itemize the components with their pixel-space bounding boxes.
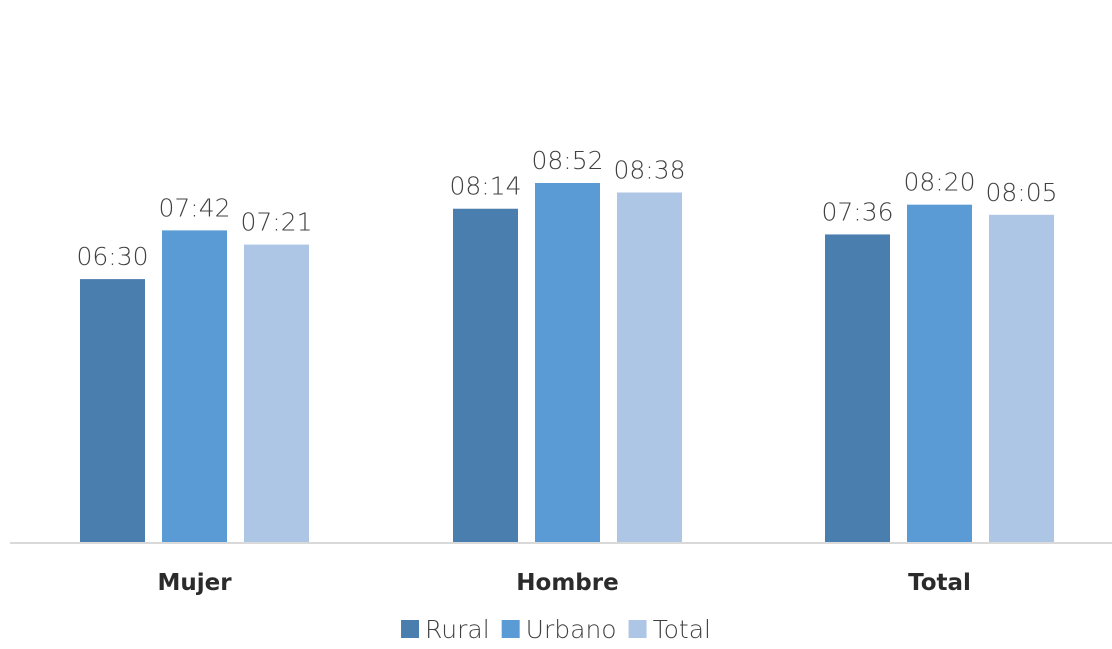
bar-hombre-urbano bbox=[535, 183, 600, 544]
data-label-hombre-urbano: 08:52 bbox=[531, 146, 603, 175]
legend-swatch-urbano bbox=[501, 620, 520, 638]
legend-swatch-total bbox=[628, 620, 647, 638]
data-label-mujer-rural: 06:30 bbox=[76, 242, 148, 271]
data-label-total-rural: 07:36 bbox=[821, 197, 893, 226]
data-label-total-urbano: 08:20 bbox=[903, 168, 975, 197]
bar-total-rural bbox=[825, 234, 890, 543]
bar-hombre-total bbox=[617, 192, 682, 543]
data-label-mujer-total: 07:21 bbox=[240, 208, 312, 237]
legend-label-rural: Rural bbox=[425, 615, 490, 644]
legend-label-urbano: Urbano bbox=[526, 615, 617, 644]
bar-hombre-rural bbox=[453, 208, 518, 543]
bar-mujer-urbano bbox=[162, 230, 227, 543]
category-labels-layer: Mujer Hombre Total bbox=[157, 570, 970, 596]
bar-mujer-total bbox=[244, 244, 309, 543]
data-labels-layer: 06:30 07:42 07:21 08:14 08:52 08:38 07:36 08:20… bbox=[76, 146, 1057, 271]
category-label-total: Total bbox=[908, 570, 971, 596]
legend-label-total: Total bbox=[653, 615, 711, 644]
category-label-hombre: Hombre bbox=[516, 570, 618, 596]
legend-swatch-rural bbox=[401, 620, 420, 638]
bar-total-total bbox=[989, 214, 1054, 543]
data-label-hombre-rural: 08:14 bbox=[449, 172, 521, 201]
data-label-hombre-total: 08:38 bbox=[613, 155, 685, 184]
bars-layer bbox=[80, 183, 1054, 544]
data-label-mujer-urbano: 07:42 bbox=[158, 193, 230, 222]
bar-mujer-rural bbox=[80, 279, 145, 543]
category-label-mujer: Mujer bbox=[157, 570, 232, 596]
legend: Rural Urbano Total bbox=[401, 615, 711, 644]
bar-total-urbano bbox=[907, 204, 972, 543]
data-label-total-total: 08:05 bbox=[985, 178, 1057, 207]
